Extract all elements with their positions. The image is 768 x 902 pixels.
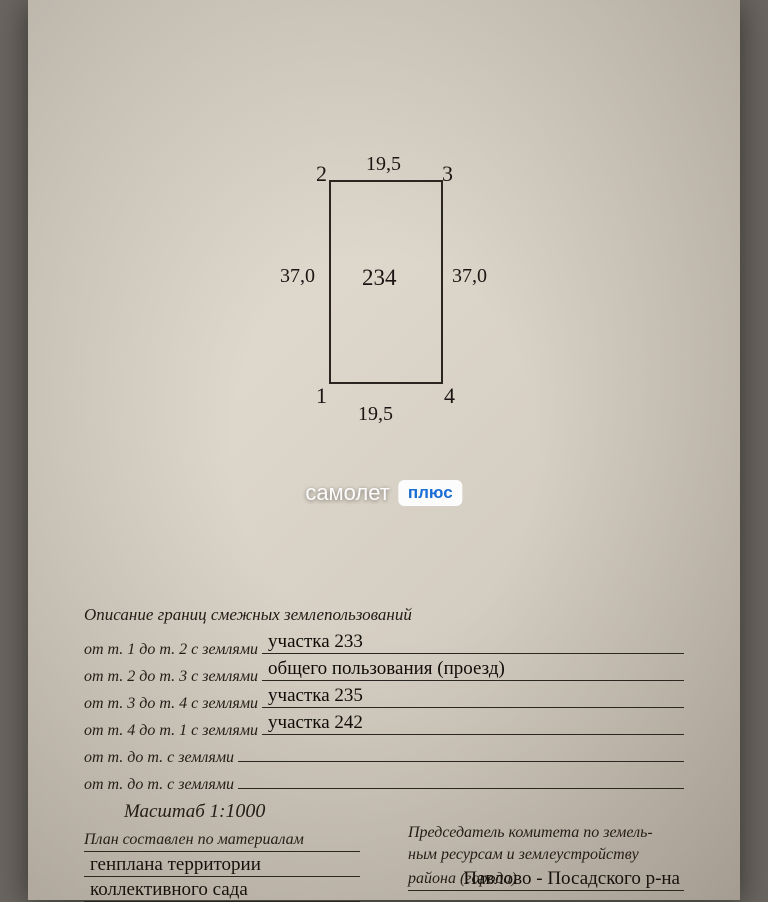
plan-line-1-text: План составлен по материалам bbox=[84, 831, 304, 849]
right-column: Председатель комитета по земель- ным рес… bbox=[408, 800, 684, 902]
plan-line-2: генплана территории bbox=[84, 852, 360, 877]
boundary-value: участка 235 bbox=[268, 685, 363, 707]
boundary-fill: участка 233 bbox=[262, 633, 684, 654]
boundary-lead: от т. 2 до т. 3 с землями bbox=[84, 668, 258, 686]
boundary-row: от т. 2 до т. 3 с землями общего пользов… bbox=[84, 660, 684, 687]
plan-line-3: коллективного сада bbox=[84, 877, 360, 902]
boundary-row: от т. 4 до т. 1 с землями участка 242 bbox=[84, 714, 684, 741]
boundary-row: от т. 3 до т. 4 с землями участка 235 bbox=[84, 687, 684, 714]
watermark: самолет плюс bbox=[305, 480, 462, 506]
boundary-lead: от т. 3 до т. 4 с землями bbox=[84, 695, 258, 713]
plan-line-2-text: генплана территории bbox=[90, 854, 261, 876]
boundary-value: участка 233 bbox=[268, 631, 363, 653]
boundary-lead: от т. 1 до т. 2 с землями bbox=[84, 641, 258, 659]
boundary-fill: участка 235 bbox=[262, 687, 684, 708]
boundary-fill bbox=[238, 768, 684, 789]
committee-text-2: ным ресурсам и землеустройству bbox=[408, 846, 639, 864]
boundary-fill: участка 242 bbox=[262, 714, 684, 735]
dim-left: 37,0 bbox=[280, 265, 315, 288]
watermark-badge: плюс bbox=[398, 480, 463, 506]
dim-bottom: 19,5 bbox=[358, 403, 393, 426]
committee-line-3: района (города) Павлово - Посадского р-н… bbox=[408, 866, 684, 891]
boundary-lead: от т. 4 до т. 1 с землями bbox=[84, 722, 258, 740]
boundary-row: от т. до т. с землями bbox=[84, 768, 684, 795]
document-paper: 2 3 1 4 19,5 19,5 37,0 37,0 234 самолет … bbox=[28, 0, 740, 900]
plot-diagram: 2 3 1 4 19,5 19,5 37,0 37,0 234 bbox=[274, 155, 494, 415]
boundary-fill bbox=[238, 741, 684, 762]
boundary-value: общего пользования (проезд) bbox=[268, 658, 505, 680]
boundary-lead: от т. до т. с землями bbox=[84, 776, 234, 794]
plan-line-3-text: коллективного сада bbox=[90, 879, 248, 901]
committee-line-1: Председатель комитета по земель- bbox=[408, 822, 684, 844]
corner-1: 1 bbox=[316, 383, 327, 409]
boundary-row: от т. 1 до т. 2 с землями участка 233 bbox=[84, 633, 684, 660]
scale-value: 1000 bbox=[225, 800, 265, 822]
boundary-lead: от т. до т. с землями bbox=[84, 749, 234, 767]
plan-line-1: План составлен по материалам bbox=[84, 827, 360, 852]
boundary-title: Описание границ смежных землепользований bbox=[84, 605, 684, 625]
dim-right: 37,0 bbox=[452, 265, 487, 288]
watermark-brand: самолет bbox=[305, 480, 390, 506]
scale-label: Масштаб 1: bbox=[124, 801, 225, 822]
committee-line-2: ным ресурсам и землеустройству bbox=[408, 844, 684, 866]
left-column: Масштаб 1:1000 План составлен по материа… bbox=[84, 800, 360, 902]
bottom-section: Масштаб 1:1000 План составлен по материа… bbox=[84, 800, 684, 902]
scale-line: Масштаб 1:1000 bbox=[124, 800, 360, 823]
corner-3: 3 bbox=[442, 161, 453, 187]
boundary-row: от т. до т. с землями bbox=[84, 741, 684, 768]
boundary-value: участка 242 bbox=[268, 712, 363, 734]
plot-number: 234 bbox=[362, 265, 397, 291]
boundary-description: Описание границ смежных землепользований… bbox=[84, 605, 684, 795]
corner-2: 2 bbox=[316, 161, 327, 187]
corner-4: 4 bbox=[444, 383, 455, 409]
dim-top: 19,5 bbox=[366, 153, 401, 176]
committee-text-1: Председатель комитета по земель- bbox=[408, 824, 653, 842]
committee-district: Павлово - Посадского р-на bbox=[463, 868, 680, 890]
boundary-fill: общего пользования (проезд) bbox=[262, 660, 684, 681]
